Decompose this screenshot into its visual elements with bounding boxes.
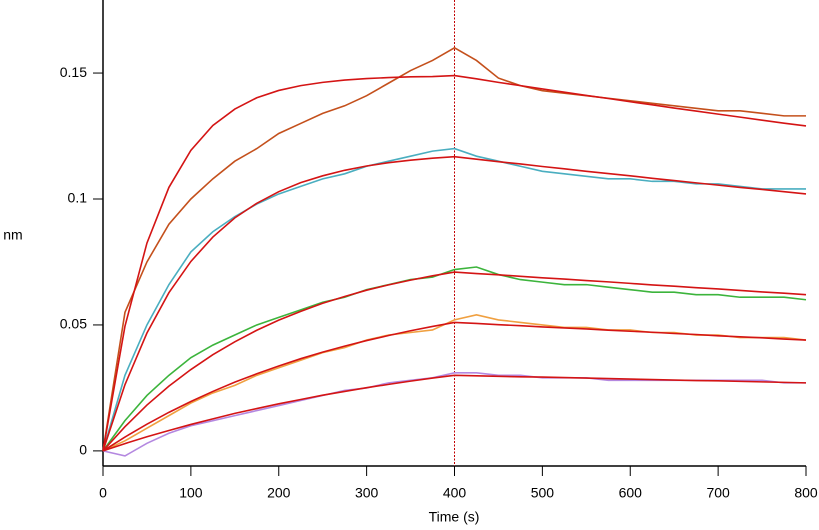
series-line	[102, 147, 806, 452]
series-line	[102, 374, 807, 452]
series-line	[102, 266, 807, 452]
x-tick-label: 700	[706, 485, 730, 501]
series-line	[102, 74, 807, 452]
x-tick-label: 800	[794, 485, 818, 501]
y-tick-label: 0.05	[60, 316, 87, 332]
series-line	[102, 155, 807, 452]
x-axis-label: Time (s)	[429, 509, 480, 525]
x-tick-label: 600	[619, 485, 643, 501]
x-tick-label: 300	[355, 485, 379, 501]
y-tick-label: 0.15	[60, 64, 87, 80]
x-tick-label: 500	[531, 485, 555, 501]
series-line	[102, 271, 807, 452]
y-tick-label: 0.1	[68, 190, 88, 206]
series-line	[102, 46, 806, 452]
x-tick-label: 100	[179, 485, 203, 501]
y-tick-label: 0	[79, 442, 87, 458]
y-axis-label: nm	[3, 227, 22, 243]
x-tick-label: 200	[267, 485, 291, 501]
x-tick-label: 400	[443, 485, 467, 501]
series-line	[102, 321, 807, 452]
x-tick-label: 0	[99, 485, 107, 501]
